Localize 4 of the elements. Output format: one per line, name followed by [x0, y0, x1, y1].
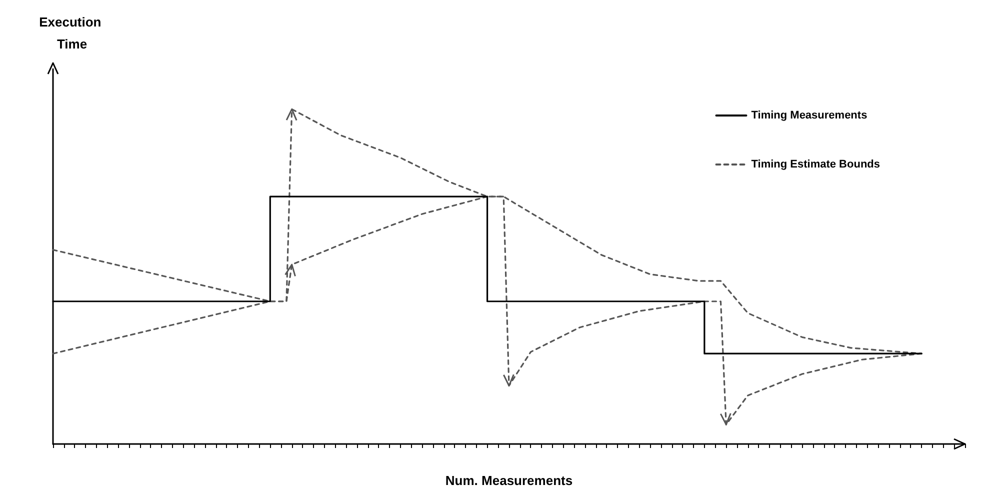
- legend-label: Timing Measurements: [751, 110, 868, 122]
- x-axis-title: Num. Measurements: [445, 473, 573, 488]
- legend-label: Timing Estimate Bounds: [751, 158, 880, 170]
- y-axis-title: Execution Time: [39, 14, 105, 52]
